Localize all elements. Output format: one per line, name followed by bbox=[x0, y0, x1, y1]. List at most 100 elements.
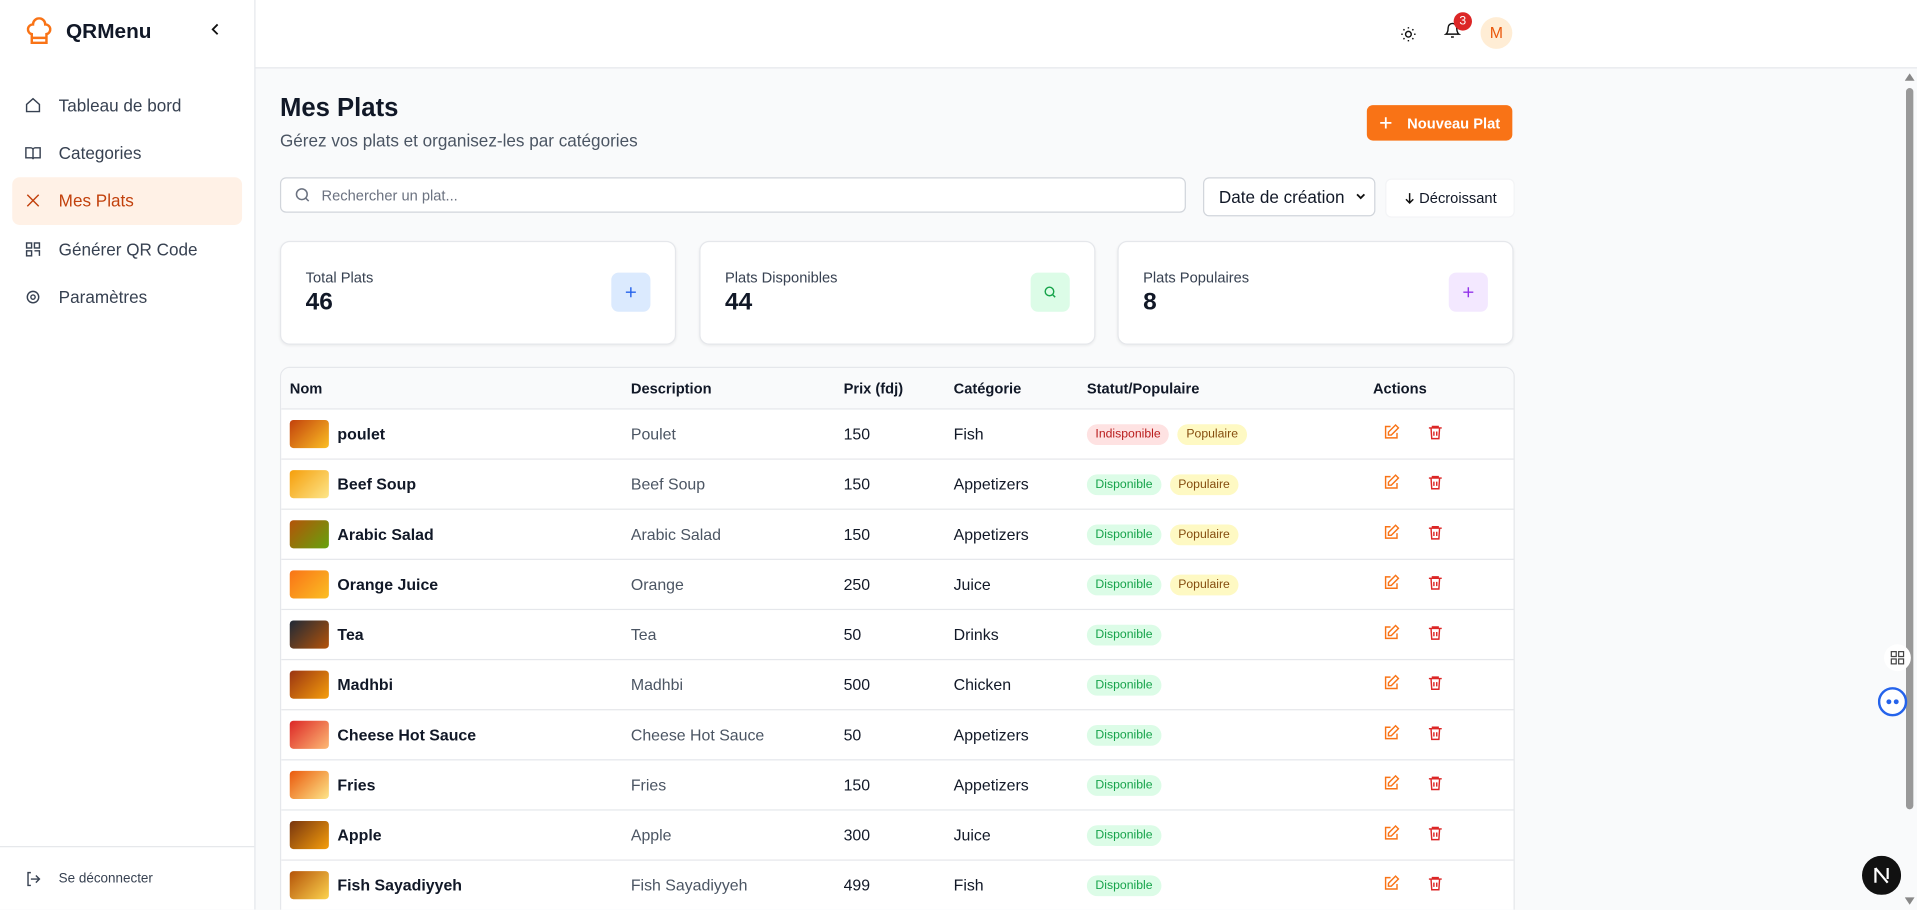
search-input[interactable]: Rechercher un plat... bbox=[279, 177, 1186, 213]
status-badge: Disponible bbox=[1086, 724, 1162, 746]
order-label: Décroissant bbox=[1419, 189, 1497, 207]
logo bbox=[26, 17, 52, 45]
sidebar: QRMenu Tableau de bord Categories Mes Plat… bbox=[0, 0, 256, 910]
dish-category: Juice bbox=[953, 575, 991, 594]
status-cell: Disponible bbox=[1086, 724, 1170, 746]
edit-button[interactable] bbox=[1383, 524, 1400, 545]
nav-icon bbox=[25, 97, 41, 112]
dish-name: Madhbi bbox=[337, 675, 394, 694]
delete-icon bbox=[1428, 475, 1442, 490]
avatar[interactable]: M bbox=[1480, 17, 1513, 49]
topbar: 3 M bbox=[255, 0, 1917, 69]
edit-button[interactable] bbox=[1383, 474, 1400, 495]
nav-item[interactable]: Tableau de bord bbox=[12, 81, 242, 129]
delete-button[interactable] bbox=[1427, 724, 1444, 745]
dish-price: 150 bbox=[843, 424, 871, 444]
delete-icon bbox=[1428, 776, 1442, 791]
new-dish-button[interactable]: Nouveau Plat bbox=[1366, 105, 1513, 141]
edit-button[interactable] bbox=[1383, 724, 1400, 745]
delete-button[interactable] bbox=[1427, 524, 1444, 545]
next-badge[interactable] bbox=[1861, 855, 1902, 895]
table-row: Fries Fries 150 Appetizers Disponible bbox=[281, 760, 1514, 811]
nav-item[interactable]: Mes Plats bbox=[12, 177, 243, 225]
delete-button[interactable] bbox=[1427, 875, 1444, 896]
page-title: Mes Plats bbox=[279, 94, 399, 123]
edit-icon bbox=[1384, 624, 1400, 640]
dish-description: Fish Sayadiyyeh bbox=[630, 875, 748, 895]
delete-button[interactable] bbox=[1427, 775, 1444, 796]
edit-button[interactable] bbox=[1383, 825, 1400, 846]
dishes-table: Nom Description Prix (fdj) Catégorie Statut/… bbox=[279, 366, 1515, 910]
delete-button[interactable] bbox=[1427, 674, 1444, 695]
edit-button[interactable] bbox=[1383, 875, 1400, 896]
delete-button[interactable] bbox=[1427, 574, 1444, 595]
brand[interactable]: QRMenu bbox=[24, 17, 151, 46]
delete-button[interactable] bbox=[1427, 424, 1444, 445]
stat-card: Total Plats 46 bbox=[279, 240, 677, 345]
status-badge: Disponible bbox=[1086, 825, 1162, 847]
actions bbox=[1383, 875, 1444, 896]
dish-category: Appetizers bbox=[953, 775, 1029, 795]
actions bbox=[1383, 825, 1444, 846]
status-badge: Disponible bbox=[1086, 624, 1162, 646]
scrollbar bbox=[1904, 73, 1915, 905]
dish-description: Beef Soup bbox=[630, 474, 706, 494]
dish-category: Appetizers bbox=[953, 525, 1029, 544]
edit-icon bbox=[1384, 825, 1400, 840]
status-badge: Populaire bbox=[1169, 474, 1239, 496]
stat-label: Plats Populaires bbox=[1143, 268, 1250, 287]
dish-category: Juice bbox=[953, 825, 991, 845]
dish-category: Fish bbox=[953, 424, 984, 444]
actions bbox=[1383, 574, 1444, 595]
dish-image bbox=[289, 620, 329, 649]
status-cell: Disponible bbox=[1086, 824, 1170, 847]
nav-icon bbox=[26, 290, 40, 304]
delete-icon bbox=[1428, 626, 1442, 640]
table-row: Apple Apple 300 Juice Disponible bbox=[281, 811, 1514, 861]
order-button[interactable]: Décroissant bbox=[1385, 178, 1515, 218]
edit-button[interactable] bbox=[1383, 674, 1400, 695]
edit-icon bbox=[1384, 875, 1400, 890]
nav-icon bbox=[25, 146, 41, 160]
nav-label: Tableau de bord bbox=[58, 94, 182, 115]
dish-price: 300 bbox=[843, 825, 871, 845]
notifications[interactable] bbox=[1443, 22, 1461, 39]
edit-button[interactable] bbox=[1383, 574, 1400, 595]
column-header: Actions bbox=[1372, 379, 1427, 397]
table-row: Beef Soup Beef Soup 150 Appetizers Disponibl… bbox=[281, 460, 1514, 510]
status-cell: Disponible bbox=[1086, 874, 1170, 897]
edit-button[interactable] bbox=[1383, 424, 1400, 445]
delete-icon bbox=[1428, 726, 1442, 741]
sort-select[interactable]: Date de création bbox=[1203, 177, 1376, 217]
nav-item[interactable]: Générer QR Code bbox=[12, 225, 242, 273]
nav-item[interactable]: Categories bbox=[12, 129, 242, 177]
dish-name: Fries bbox=[337, 775, 376, 795]
delete-button[interactable] bbox=[1427, 474, 1444, 495]
collapse-button[interactable] bbox=[208, 22, 223, 37]
table-row: Fish Sayadiyyeh Fish Sayadiyyeh 499 Fish Dis… bbox=[281, 861, 1513, 910]
logout-icon bbox=[27, 871, 41, 886]
nav-item[interactable]: Paramètres bbox=[12, 273, 242, 321]
logout[interactable]: Se déconnecter bbox=[0, 846, 255, 910]
edit-icon bbox=[1384, 474, 1400, 489]
dish-name: poulet bbox=[337, 424, 386, 444]
dish-description: Tea bbox=[630, 625, 657, 644]
dish-description: Apple bbox=[630, 825, 672, 845]
dish-description: Poulet bbox=[630, 424, 676, 444]
delete-icon bbox=[1428, 876, 1442, 891]
icon bbox=[1044, 286, 1056, 298]
theme-toggle[interactable] bbox=[1400, 26, 1417, 43]
status-badge: Disponible bbox=[1086, 775, 1162, 796]
edit-icon bbox=[1384, 424, 1400, 439]
dish-image bbox=[289, 770, 329, 799]
floating-tools[interactable] bbox=[1877, 643, 1915, 724]
edit-button[interactable] bbox=[1383, 774, 1400, 796]
edit-button[interactable] bbox=[1383, 624, 1400, 645]
delete-button[interactable] bbox=[1427, 825, 1444, 846]
delete-icon bbox=[1428, 526, 1442, 540]
actions bbox=[1383, 674, 1444, 695]
delete-button[interactable] bbox=[1427, 624, 1444, 645]
table-row: Orange Juice Orange 250 Juice Disponible Popu… bbox=[281, 560, 1514, 611]
